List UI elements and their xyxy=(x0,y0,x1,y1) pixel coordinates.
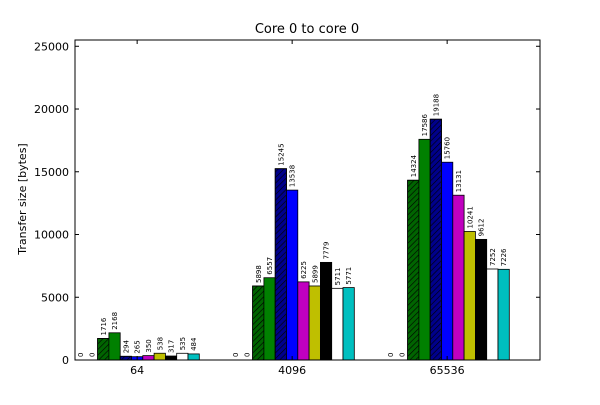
data-label: 5899 xyxy=(311,265,319,283)
bars-layer xyxy=(97,118,510,361)
data-label: 350 xyxy=(145,339,153,352)
bar xyxy=(286,189,299,361)
bar xyxy=(497,268,510,361)
y-tick-label: 25000 xyxy=(34,40,69,53)
bar xyxy=(142,355,155,361)
y-tick-label: 5000 xyxy=(41,291,69,304)
bar-hatch xyxy=(429,118,442,361)
bar xyxy=(441,161,454,361)
data-label: 10241 xyxy=(466,206,474,228)
data-label: 0 xyxy=(243,353,251,357)
chart-title: Core 0 to core 0 xyxy=(255,22,359,37)
data-label: 17586 xyxy=(421,113,429,136)
data-label: 14324 xyxy=(410,154,418,177)
y-axis-label: Transfer size [bytes] xyxy=(16,143,29,255)
data-label: 6557 xyxy=(266,257,274,275)
x-tick-label: 65536 xyxy=(430,364,465,377)
data-label: 7226 xyxy=(500,248,508,266)
data-label: 2168 xyxy=(111,312,119,330)
bar xyxy=(319,261,333,361)
bar xyxy=(263,277,276,361)
data-label: 7252 xyxy=(489,248,497,266)
x-tick-label: 64 xyxy=(130,364,144,377)
y-tick-label: 20000 xyxy=(34,103,69,116)
data-label: 5898 xyxy=(255,265,263,283)
bar xyxy=(342,287,355,361)
data-label: 294 xyxy=(122,339,130,353)
data-label: 5771 xyxy=(345,267,353,285)
y-tick-label: 10000 xyxy=(34,229,69,242)
data-label: 7779 xyxy=(323,242,331,260)
bar xyxy=(418,138,431,361)
bar xyxy=(108,332,121,361)
plot-frame xyxy=(74,39,541,361)
bar-hatch xyxy=(252,285,265,361)
data-label: 19188 xyxy=(432,94,440,116)
data-label: 15245 xyxy=(277,143,285,165)
data-label: 1716 xyxy=(100,317,108,335)
bar-hatch xyxy=(119,355,132,361)
bar xyxy=(187,353,200,361)
data-label: 265 xyxy=(134,340,142,353)
data-label: 5711 xyxy=(334,268,342,286)
bar xyxy=(452,194,465,361)
bar-hatch xyxy=(97,338,110,361)
data-label: 9612 xyxy=(478,219,486,237)
bar-hatch xyxy=(274,168,287,361)
bar xyxy=(474,238,488,361)
data-label: 0 xyxy=(88,353,96,357)
data-label: 13538 xyxy=(289,165,297,187)
data-label: 0 xyxy=(77,353,85,357)
bar xyxy=(308,285,321,361)
bar xyxy=(297,281,310,361)
data-label: 317 xyxy=(168,340,176,353)
data-label: 0 xyxy=(398,353,406,357)
bar xyxy=(486,268,499,361)
data-label: 535 xyxy=(179,337,187,350)
bar xyxy=(463,231,476,361)
data-label: 13131 xyxy=(455,170,463,192)
bar xyxy=(153,352,166,361)
y-tick-label: 15000 xyxy=(34,166,69,179)
y-tick-label: 0 xyxy=(62,354,69,367)
data-label: 15760 xyxy=(444,137,452,159)
data-label: 0 xyxy=(387,353,395,357)
bar xyxy=(331,287,344,361)
ticks-layer: 0 5000 10000 15000 20000 25000 64 4096 65536 xyxy=(34,40,540,377)
bar-hatch xyxy=(407,179,420,361)
data-label: 0 xyxy=(232,353,240,357)
bar xyxy=(176,352,189,361)
data-label: 484 xyxy=(190,337,198,351)
data-label: 6225 xyxy=(300,261,308,279)
data-label: 538 xyxy=(156,337,164,350)
bar xyxy=(164,355,178,361)
x-tick-label: 4096 xyxy=(278,364,306,377)
